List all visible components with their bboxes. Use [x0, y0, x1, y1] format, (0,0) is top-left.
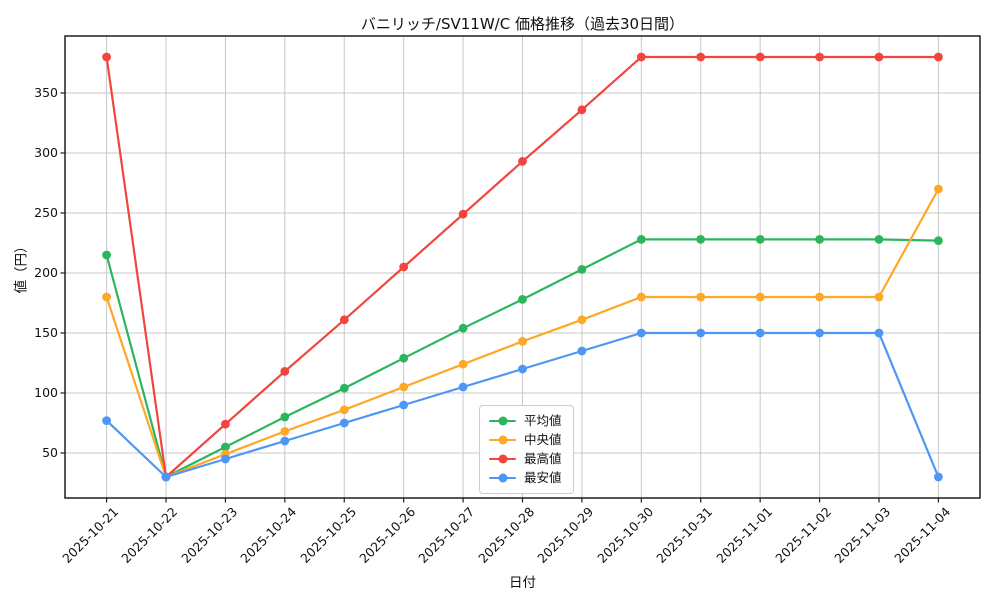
data-point-mean [339, 383, 349, 393]
data-point-median [458, 359, 468, 369]
legend-marker-max-icon [489, 454, 516, 464]
legend-label-min: 最安値 [524, 470, 562, 486]
legend-item-min: 最安値 [489, 470, 562, 486]
data-point-min [518, 364, 527, 374]
legend-dot-min-icon [498, 473, 507, 483]
data-point-median [518, 337, 527, 346]
legend-label-mean: 平均値 [524, 413, 562, 429]
data-point-median [339, 405, 349, 415]
data-point-mean [577, 265, 587, 274]
data-point-median [102, 292, 111, 302]
legend-item-max: 最高値 [489, 451, 562, 467]
data-point-min [577, 346, 587, 356]
data-point-max [577, 105, 587, 115]
data-point-min [221, 454, 230, 464]
data-point-median [755, 292, 765, 302]
data-point-min [755, 328, 765, 338]
data-point-median [874, 292, 884, 302]
data-point-max [518, 157, 527, 166]
data-point-max [874, 52, 884, 62]
data-point-max [399, 262, 409, 272]
data-point-mean [518, 295, 527, 304]
data-point-max [755, 52, 765, 62]
data-point-median [696, 292, 706, 302]
data-point-min [161, 472, 171, 482]
data-point-max [636, 52, 646, 62]
legend-dot-mean-icon [498, 416, 507, 426]
data-point-min [696, 328, 706, 338]
data-point-median [280, 427, 290, 436]
data-point-min [874, 328, 884, 338]
data-point-min [339, 418, 349, 428]
legend-dot-median-icon [498, 435, 507, 445]
plot-border [64, 35, 981, 499]
legend-marker-mean-icon [489, 416, 516, 426]
data-point-max [815, 52, 824, 62]
data-point-median [934, 184, 943, 194]
legend-label-median: 中央値 [524, 432, 562, 448]
data-point-mean [934, 236, 943, 246]
data-point-min [934, 472, 943, 482]
data-point-min [280, 436, 290, 446]
legend-marker-min-icon [489, 473, 516, 483]
y-tick-label: 150 [34, 325, 58, 340]
data-point-mean [102, 250, 111, 260]
data-point-max [339, 315, 349, 325]
data-point-min [815, 328, 824, 338]
data-point-max [221, 419, 230, 429]
data-point-max [458, 209, 468, 219]
legend-label-max: 最高値 [524, 451, 562, 467]
data-point-median [636, 292, 646, 302]
data-point-max [934, 52, 943, 62]
data-point-min [636, 328, 646, 338]
x-axis-label: 日付 [509, 575, 536, 591]
data-point-max [696, 52, 706, 62]
data-point-min [102, 416, 111, 425]
data-point-max [280, 367, 290, 376]
data-point-mean [458, 323, 468, 333]
legend-marker-median-icon [489, 435, 516, 445]
data-point-mean [874, 235, 884, 244]
data-point-max [102, 52, 111, 62]
y-tick-label: 200 [34, 265, 58, 280]
data-point-median [399, 382, 409, 392]
y-tick-label: 100 [34, 385, 58, 400]
data-point-mean [636, 235, 646, 244]
data-point-median [577, 315, 587, 325]
data-point-mean [280, 412, 290, 422]
y-tick-label: 300 [34, 145, 58, 160]
legend-item-median: 中央値 [489, 432, 562, 448]
data-point-mean [696, 235, 706, 244]
y-tick-label: 250 [34, 205, 58, 220]
series-min [102, 328, 943, 482]
legend-dot-max-icon [498, 454, 507, 464]
data-point-median [815, 292, 824, 302]
series-max [102, 52, 943, 482]
legend-item-mean: 平均値 [489, 413, 562, 429]
data-point-mean [221, 442, 230, 452]
data-point-mean [815, 235, 824, 244]
data-point-min [458, 382, 468, 392]
y-tick-label: 50 [42, 445, 58, 460]
data-point-mean [755, 235, 765, 244]
legend: 平均値中央値最高値最安値 [479, 405, 574, 494]
data-point-mean [399, 353, 409, 363]
data-point-min [399, 400, 409, 410]
chart-title: バニリッチ/SV11W/C 価格推移（過去30日間） [360, 15, 685, 33]
y-tick-label: 350 [34, 85, 58, 100]
series-median [102, 184, 943, 482]
